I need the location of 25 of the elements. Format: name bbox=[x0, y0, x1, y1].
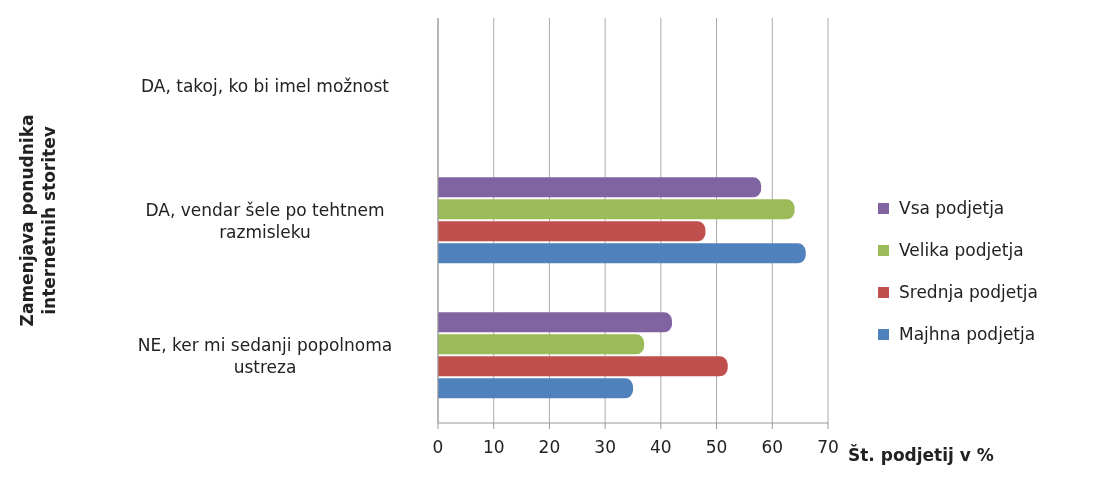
bar bbox=[438, 378, 633, 399]
legend-label: Majhna podjetja bbox=[899, 324, 1036, 344]
x-tick-label: 60 bbox=[761, 437, 784, 458]
bar bbox=[438, 312, 672, 333]
x-tick-label: 10 bbox=[482, 437, 505, 458]
bar bbox=[438, 356, 728, 377]
bar bbox=[438, 243, 806, 264]
y-tick-label: NE, ker mi sedanji popolnoma ustreza bbox=[137, 334, 393, 377]
bar bbox=[438, 221, 706, 242]
x-tick-label: 30 bbox=[594, 437, 616, 458]
legend-label: Srednja podjetja bbox=[899, 282, 1038, 302]
bar bbox=[438, 199, 795, 220]
x-tick-label: 50 bbox=[705, 437, 728, 458]
bar bbox=[438, 334, 645, 355]
y-axis-title: Zamenjava ponudnika internetnih storitev bbox=[17, 114, 59, 327]
y-tick-label: DA, vendar šele po tehtnem razmisleku bbox=[145, 199, 385, 242]
x-tick-label: 40 bbox=[650, 437, 672, 458]
x-tick-label: 0 bbox=[432, 437, 444, 458]
y-tick-label: DA, takoj, ko bi imel možnost bbox=[141, 75, 390, 96]
legend-label: Vsa podjetja bbox=[899, 198, 1005, 218]
bar bbox=[438, 177, 762, 198]
x-axis-title: Št. podjetij v % bbox=[848, 444, 994, 465]
legend-label: Velika podjetja bbox=[899, 240, 1024, 260]
x-tick-label: 20 bbox=[538, 437, 561, 458]
x-tick-label: 70 bbox=[817, 437, 839, 458]
